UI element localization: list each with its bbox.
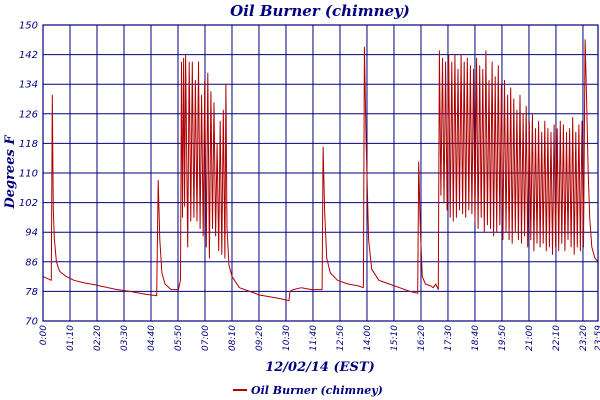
y-tick-label: 126 xyxy=(19,109,38,120)
x-tick-label: 05:50 xyxy=(174,325,184,351)
chart-title: Oil Burner (chimney) xyxy=(230,2,410,20)
x-tick-label: 01:10 xyxy=(66,325,76,351)
y-tick-label: 142 xyxy=(19,50,38,61)
x-tick-label: 15:10 xyxy=(390,325,400,351)
x-tick-label: 14:00 xyxy=(363,325,373,351)
series-layer xyxy=(42,39,599,302)
y-ticks: 70 78 86 94 102 110 118 126 134 142 150 xyxy=(19,21,38,328)
x-tick-label: 0:00 xyxy=(39,325,49,345)
x-tick-label: 16:20 xyxy=(417,325,427,351)
x-tick-label: 18:40 xyxy=(471,325,481,351)
legend-label: Oil Burner (chimney) xyxy=(251,384,383,397)
x-tick-label: 11:40 xyxy=(309,325,319,351)
y-tick-label: 118 xyxy=(19,139,38,150)
x-tick-label: 19:50 xyxy=(498,325,508,351)
x-tick-label: 09:20 xyxy=(255,325,265,351)
legend: Oil Burner (chimney) xyxy=(233,384,383,397)
y-axis-label: Degrees F xyxy=(3,135,18,210)
y-tick-label: 110 xyxy=(19,169,38,180)
y-tick-label: 150 xyxy=(19,21,38,32)
y-tick-label: 78 xyxy=(25,287,38,298)
x-tick-label: 12:50 xyxy=(336,325,346,351)
x-tick-label: 21:00 xyxy=(525,325,535,351)
x-ticks: 0:00 01:10 02:20 03:30 04:40 05:50 07:00 08:10 0… xyxy=(39,325,600,351)
y-tick-label: 94 xyxy=(25,228,38,239)
x-tick-label: 10:30 xyxy=(282,325,292,351)
x-tick-label: 23:59 xyxy=(594,325,600,351)
x-tick-label: 08:10 xyxy=(228,325,238,351)
x-tick-label: 02:20 xyxy=(93,325,103,351)
x-tick-label: 07:00 xyxy=(201,325,211,351)
x-tick-label: 23:20 xyxy=(579,325,589,351)
x-tick-label: 22:10 xyxy=(552,325,562,351)
y-tick-label: 86 xyxy=(25,257,38,268)
x-axis-label: 12/02/14 (EST) xyxy=(265,360,375,375)
x-tick-label: 04:40 xyxy=(147,325,157,351)
y-tick-label: 70 xyxy=(25,317,38,328)
plot-frame xyxy=(42,24,599,322)
series-line xyxy=(42,39,599,302)
y-tick-label: 134 xyxy=(19,80,38,91)
x-tick-label: 03:30 xyxy=(120,325,130,351)
x-tick-label: 17:30 xyxy=(444,325,454,351)
y-tick-label: 102 xyxy=(19,198,38,209)
